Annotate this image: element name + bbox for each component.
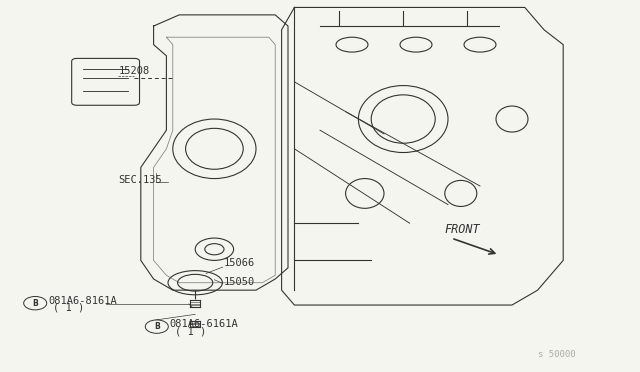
- Text: 15066: 15066: [224, 258, 255, 268]
- Text: ( 1 ): ( 1 ): [175, 326, 206, 336]
- Text: B: B: [154, 322, 159, 331]
- Text: 15050: 15050: [224, 276, 255, 286]
- Text: 081A6-6161A: 081A6-6161A: [170, 319, 238, 329]
- Text: 081A6-8161A: 081A6-8161A: [48, 296, 116, 306]
- Text: FRONT: FRONT: [445, 222, 481, 235]
- Text: s 50000: s 50000: [538, 350, 576, 359]
- Text: 15208: 15208: [118, 66, 150, 76]
- Text: ( 1 ): ( 1 ): [53, 302, 84, 312]
- Text: B: B: [33, 299, 38, 308]
- Text: SEC.135: SEC.135: [118, 175, 162, 185]
